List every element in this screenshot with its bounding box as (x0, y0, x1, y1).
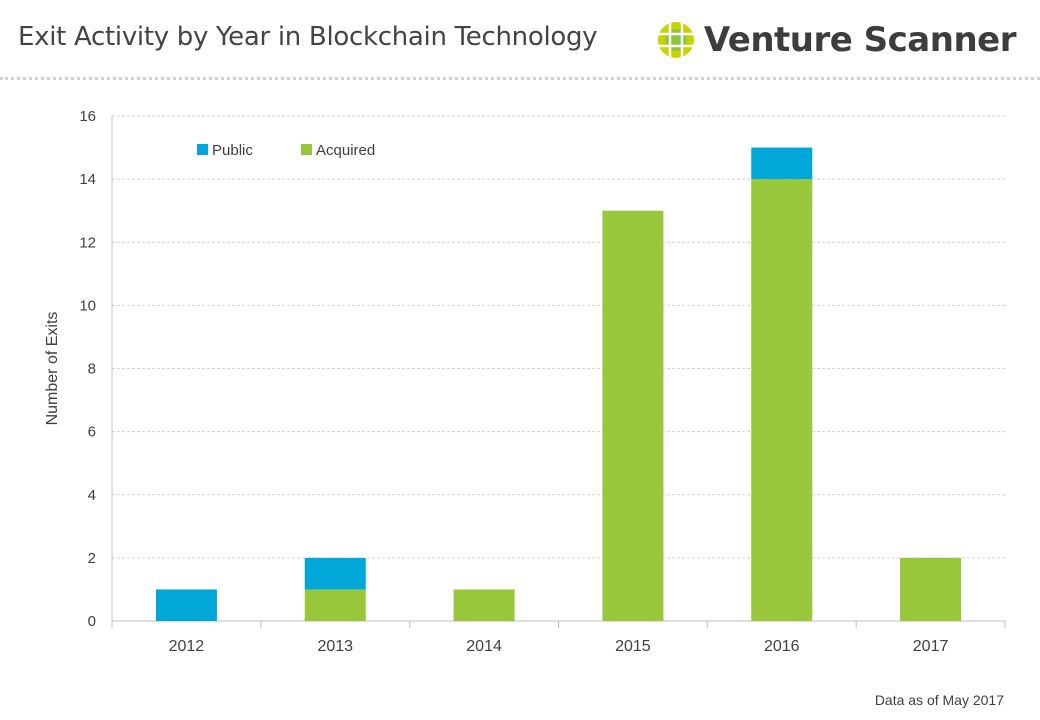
legend-label-acquired: Acquired (316, 142, 375, 159)
y-tick-label: 4 (88, 487, 96, 504)
header: Exit Activity by Year in Blockchain Tech… (0, 0, 1040, 78)
y-tick-label: 8 (88, 361, 96, 378)
x-tick-label: 2014 (466, 638, 502, 655)
bar-public-2016 (751, 147, 813, 180)
legend-swatch-public (197, 144, 208, 155)
bar-public-2012 (155, 589, 217, 621)
green-yellow-globe-icon (657, 22, 694, 58)
x-tick-label: 2013 (317, 638, 353, 655)
legend-label-public: Public (212, 142, 253, 159)
bar-acquired-2016 (751, 179, 813, 621)
x-tick-label: 2017 (913, 638, 949, 655)
y-tick-label: 6 (88, 424, 96, 441)
data-date-footnote: Data as of May 2017 (874, 692, 1004, 708)
bar-acquired-2013 (304, 589, 366, 621)
x-tick-label: 2015 (615, 638, 651, 655)
bar-acquired-2017 (900, 557, 962, 621)
y-tick-label: 10 (79, 297, 96, 314)
y-axis-title: Number of Exits (44, 312, 61, 426)
venture-scanner-logo: Venture Scanner (656, 18, 1017, 62)
page-title: Exit Activity by Year in Blockchain Tech… (18, 22, 598, 52)
bar-public-2013 (304, 557, 366, 590)
chart-area: 0 2 4 6 8 10 12 14 16 2012 2013 2014 2015 2016 2017 Num… (0, 82, 1040, 682)
header-divider (0, 77, 1040, 80)
logo-text: Venture Scanner (703, 20, 1017, 60)
bar-acquired-2015 (602, 210, 664, 621)
x-tick-label: 2012 (169, 638, 205, 655)
y-tick-label: 12 (79, 234, 96, 251)
bar-acquired-2014 (453, 589, 515, 621)
x-tick-label: 2016 (764, 638, 800, 655)
y-tick-label: 14 (79, 171, 96, 188)
exit-activity-bar-chart: 0 2 4 6 8 10 12 14 16 2012 2013 2014 2015 2016 2017 Num… (44, 108, 1006, 655)
legend-swatch-acquired (301, 144, 312, 155)
y-tick-label: 2 (88, 550, 96, 567)
y-tick-label: 16 (79, 108, 96, 125)
y-tick-label: 0 (88, 613, 96, 630)
